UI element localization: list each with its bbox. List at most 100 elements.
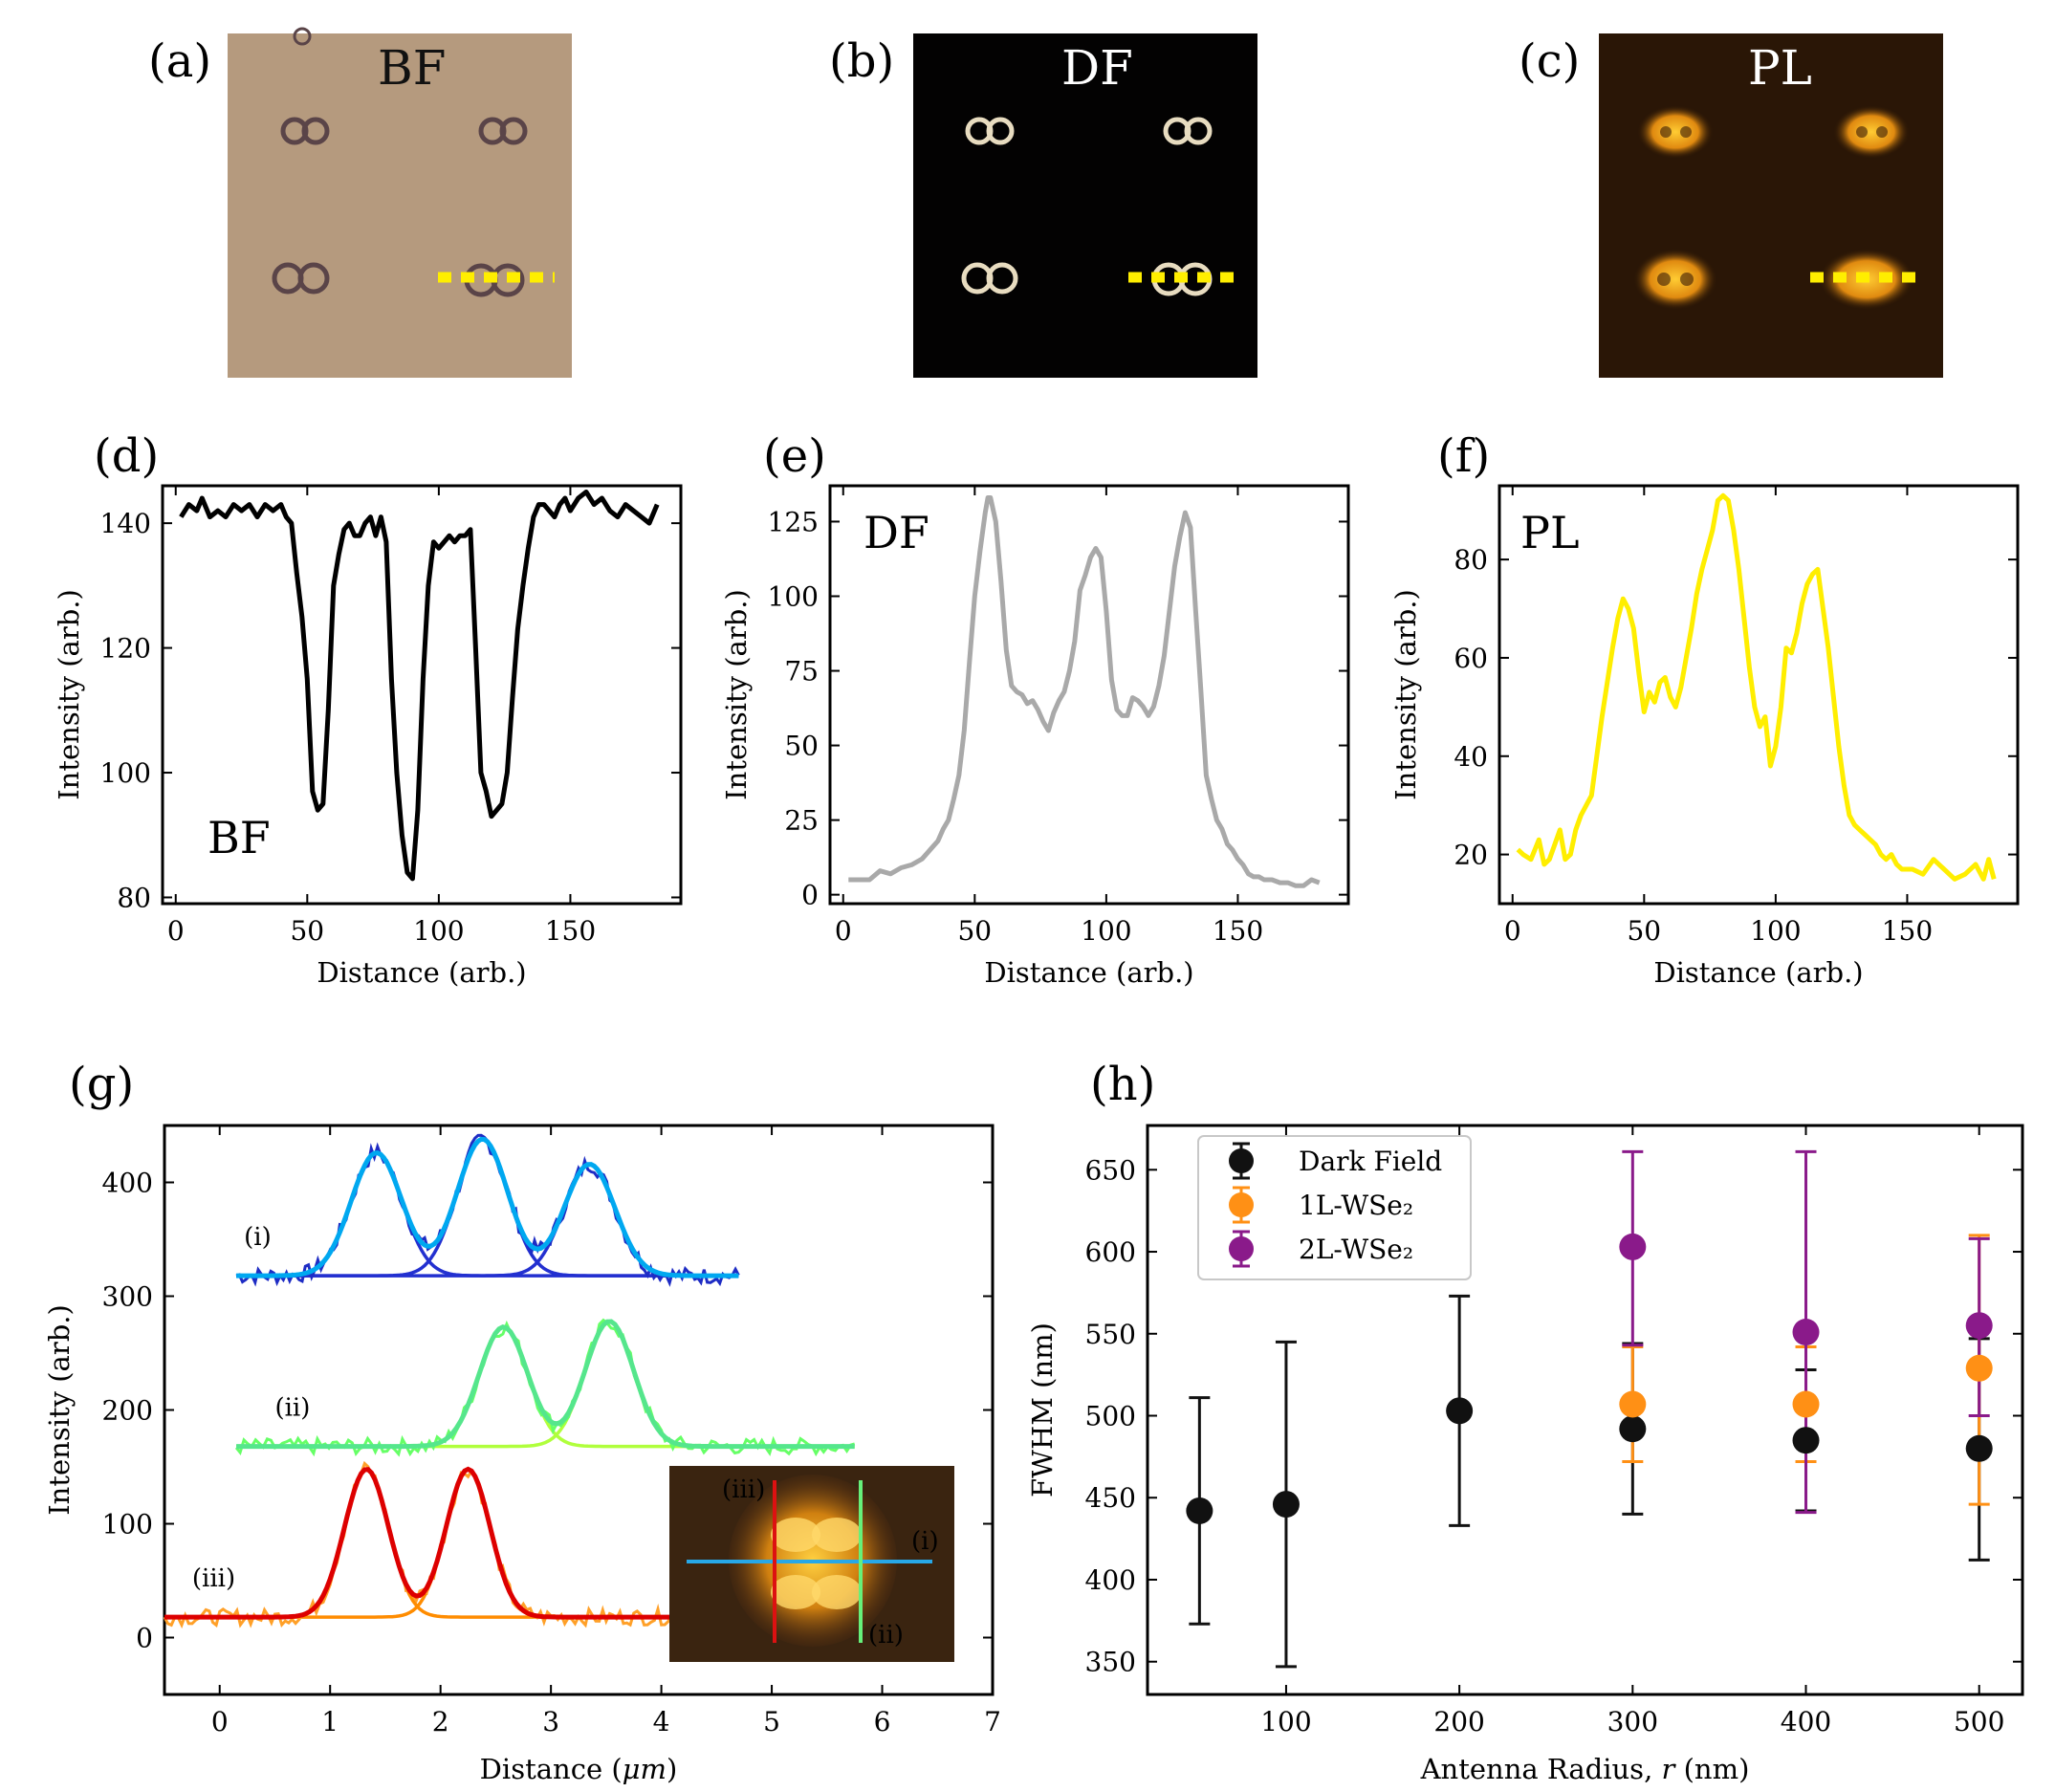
y-tick-label: 50 bbox=[784, 731, 819, 762]
y-tick-label: 200 bbox=[102, 1395, 153, 1427]
panel-label-f: (f) bbox=[1437, 429, 1490, 483]
y-tick-label: 80 bbox=[1454, 544, 1488, 576]
x-tick-label: 0 bbox=[167, 915, 185, 947]
x-tick-label: 50 bbox=[290, 915, 324, 947]
y-tick-label: 20 bbox=[1454, 840, 1488, 871]
data-trace-0 bbox=[235, 1133, 740, 1287]
panel-a: (a) BF bbox=[148, 27, 572, 378]
inset-label-i: (i) bbox=[911, 1527, 939, 1556]
x-tick-label: 50 bbox=[1627, 915, 1661, 947]
y-tick-label: 0 bbox=[136, 1623, 153, 1654]
y-tick-label: 450 bbox=[1085, 1482, 1136, 1514]
y-tick-label: 125 bbox=[768, 506, 819, 537]
pl-image bbox=[1599, 33, 1943, 378]
x-tick-label: 0 bbox=[835, 915, 852, 947]
series-label-2: (iii) bbox=[192, 1564, 235, 1593]
chart-f: 0 50 100 150 20 40 60 80 Distance (arb.) Intensit… bbox=[1389, 484, 2020, 989]
x-tick-label: 4 bbox=[653, 1706, 670, 1737]
panel-label-c: (c) bbox=[1519, 34, 1580, 88]
panel-d: (d) 0 50 100 150 80 100 120 140 Distance (arb.) I… bbox=[53, 429, 683, 989]
fit-total-1 bbox=[236, 1319, 855, 1450]
legend-marker-2 bbox=[1229, 1236, 1254, 1261]
x-tick-label: 5 bbox=[763, 1706, 780, 1737]
plot-frame bbox=[828, 484, 1350, 906]
y-tick-label: 400 bbox=[102, 1168, 153, 1199]
series-label-0: (i) bbox=[244, 1223, 272, 1252]
x-tick-label: 300 bbox=[1607, 1706, 1658, 1737]
profile-line-f bbox=[1516, 492, 1997, 882]
fit-component-0-0 bbox=[236, 1150, 739, 1278]
chart-e: 0 50 100 150 0 25 50 75 100 125 Distance (arb.) Int… bbox=[720, 484, 1350, 989]
y-tick-label: 40 bbox=[1454, 741, 1488, 773]
image-title-c: PL bbox=[1748, 40, 1812, 96]
y-tick-label: 0 bbox=[801, 880, 819, 911]
x-tick-label: 3 bbox=[542, 1706, 559, 1737]
y-axis-label: Intensity (arb.) bbox=[43, 1304, 76, 1516]
panel-label-b: (b) bbox=[829, 34, 894, 88]
y-axis-label: FWHM (nm) bbox=[1026, 1322, 1059, 1497]
panel-label-g: (g) bbox=[69, 1058, 134, 1111]
panel-label-h: (h) bbox=[1090, 1058, 1155, 1111]
panel-c: (c) PL bbox=[1519, 33, 1943, 378]
x-tick-label: 6 bbox=[874, 1706, 891, 1737]
y-tick-label: 550 bbox=[1085, 1319, 1136, 1350]
y-axis-label: Intensity (arb.) bbox=[1389, 589, 1422, 800]
data-point-1 bbox=[1792, 1390, 1820, 1418]
y-axis-label: Intensity (arb.) bbox=[53, 589, 85, 800]
legend-marker-1 bbox=[1229, 1192, 1254, 1217]
g-inset-image: (iii) (i) (ii) bbox=[669, 1466, 954, 1662]
fit-total-2 bbox=[164, 1466, 717, 1620]
fit-component-1-0 bbox=[236, 1324, 855, 1449]
y-tick-label: 60 bbox=[1454, 643, 1488, 674]
y-tick-label: 100 bbox=[100, 757, 151, 789]
y-tick-label: 100 bbox=[102, 1509, 153, 1541]
panel-h: (h) 100 200 300 400 500 350 400 450 500 550 600 650… bbox=[1026, 1058, 2024, 1785]
data-point-2 bbox=[1792, 1319, 1820, 1346]
chart-d: 0 50 100 150 80 100 120 140 Distance (arb.) Inten… bbox=[53, 484, 683, 989]
x-tick-label: 50 bbox=[957, 915, 992, 947]
x-tick-label: 150 bbox=[545, 915, 596, 947]
data-point-0 bbox=[1965, 1434, 1993, 1462]
image-title-a: BF bbox=[378, 40, 446, 96]
x-tick-label: 2 bbox=[432, 1706, 449, 1737]
fit-component-1-1 bbox=[236, 1320, 855, 1449]
panel-label-d: (d) bbox=[94, 429, 159, 483]
panel-g: (g) 0 1 2 3 4 5 6 7 0 100 200 300 400 Intensity (arb.… bbox=[43, 1058, 1001, 1785]
data-point-1 bbox=[1619, 1390, 1647, 1418]
fit-component-0-1 bbox=[236, 1137, 739, 1278]
x-tick-label: 150 bbox=[1882, 915, 1933, 947]
plot-frame bbox=[1146, 1124, 2024, 1696]
pl-blobs bbox=[1633, 105, 1914, 310]
x-tick-label: 1 bbox=[321, 1706, 339, 1737]
panel-f: (f) 0 50 100 150 20 40 60 80 Distance (arb.) Inte… bbox=[1389, 429, 2020, 989]
x-tick-label: 500 bbox=[1954, 1706, 2004, 1737]
image-title-b: DF bbox=[1061, 40, 1133, 96]
y-tick-label: 140 bbox=[100, 508, 151, 539]
profile-line-e bbox=[848, 495, 1321, 888]
panel-label-a: (a) bbox=[148, 34, 211, 88]
legend-label-1: 1L-WSe₂ bbox=[1299, 1190, 1413, 1221]
plot-frame bbox=[1498, 484, 2020, 906]
y-tick-label: 400 bbox=[1085, 1564, 1136, 1596]
y-axis-label: Intensity (arb.) bbox=[720, 589, 753, 800]
y-tick-label: 120 bbox=[100, 633, 151, 665]
fit-total-0 bbox=[236, 1136, 739, 1278]
panel-e: (e) 0 50 100 150 0 25 50 75 100 125 Distance (arb.… bbox=[720, 429, 1350, 989]
y-tick-label: 25 bbox=[784, 805, 819, 837]
panel-label-e: (e) bbox=[763, 429, 826, 483]
x-tick-label: 150 bbox=[1213, 915, 1263, 947]
y-tick-label: 600 bbox=[1085, 1236, 1136, 1268]
data-point-2 bbox=[1619, 1233, 1647, 1260]
series-label-1: (ii) bbox=[274, 1393, 310, 1422]
legend-marker-0 bbox=[1229, 1148, 1254, 1173]
profile-line-d bbox=[179, 490, 660, 882]
x-axis-label: Antenna Radius, r (nm) bbox=[1420, 1753, 1750, 1785]
y-tick-label: 500 bbox=[1085, 1401, 1136, 1432]
panel-b: (b) DF bbox=[829, 33, 1257, 378]
chart-e-inset-label: DF bbox=[864, 507, 929, 558]
x-axis-label: Distance (arb.) bbox=[1653, 956, 1863, 989]
data-trace-1 bbox=[234, 1318, 856, 1457]
df-rings bbox=[961, 117, 1213, 296]
legend-h: Dark Field 1L-WSe₂ 2L-WSe₂ bbox=[1197, 1135, 1472, 1280]
data-point-2 bbox=[1965, 1312, 1993, 1340]
